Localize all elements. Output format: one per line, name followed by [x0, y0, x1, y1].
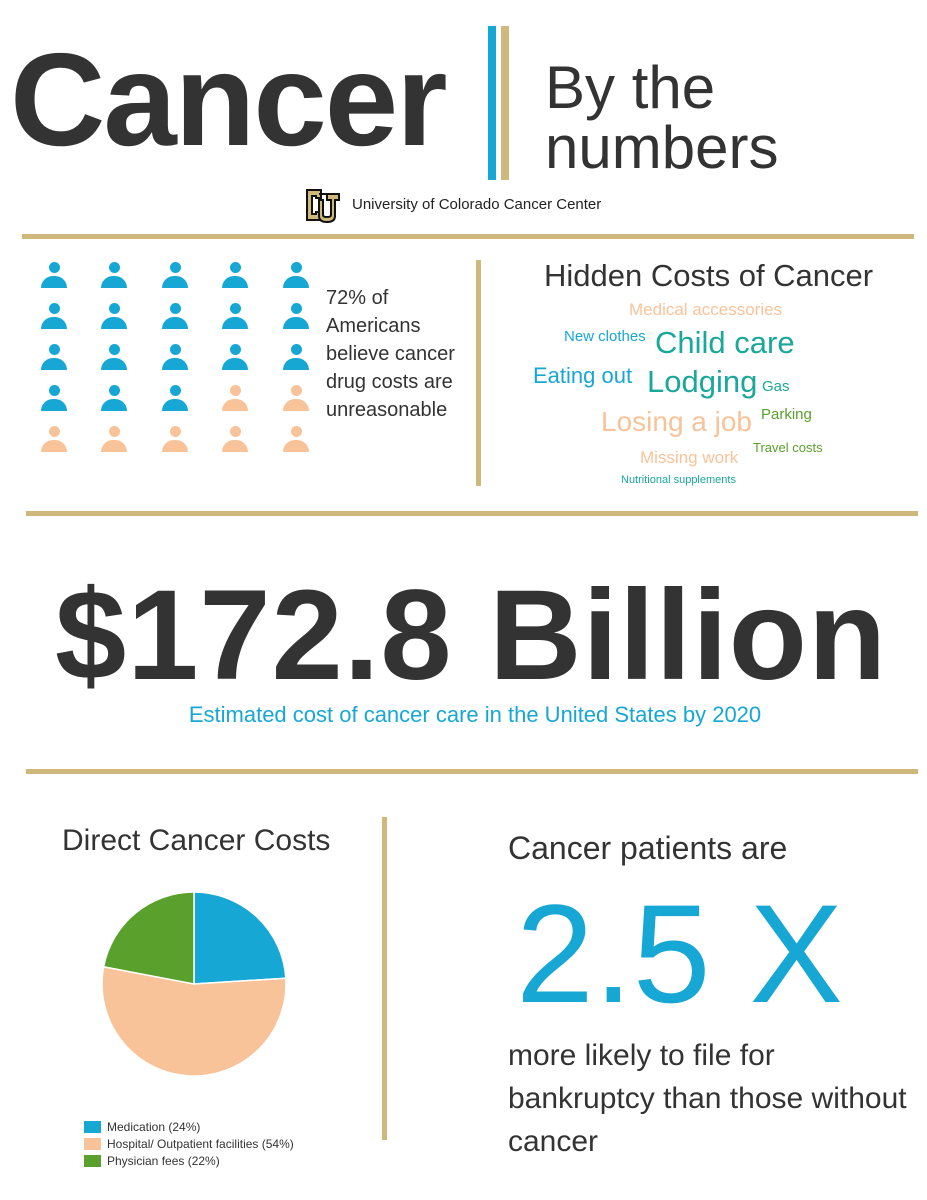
hidden-costs-title: Hidden Costs of Cancer — [544, 258, 874, 293]
total-cost-caption: Estimated cost of cancer care in the Uni… — [188, 702, 762, 727]
person-icon — [222, 262, 248, 292]
legend-swatch-physician — [84, 1155, 101, 1167]
subtitle-line-2: numbers — [545, 114, 779, 181]
person-icon — [162, 303, 188, 333]
legend-label-physician: Physician fees (22%) — [107, 1154, 220, 1168]
legend-item-hospital: Hospital/ Outpatient facilities (54%) — [84, 1137, 294, 1151]
person-icon — [222, 426, 248, 456]
bankruptcy-intro: Cancer patients are — [508, 830, 788, 866]
person-icon — [162, 385, 188, 415]
page-title: Cancer — [10, 26, 448, 173]
person-icon — [283, 344, 309, 374]
word-parking: Parking — [761, 406, 812, 423]
person-icon — [283, 262, 309, 292]
pie-slice-hospital — [102, 965, 286, 1076]
legend-item-physician: Physician fees (22%) — [84, 1154, 220, 1168]
total-cost-value: $172.8 Billion — [55, 564, 888, 707]
person-icon — [101, 262, 127, 292]
bankruptcy-multiplier: 2.5 X — [516, 875, 843, 1032]
person-icon — [222, 385, 248, 415]
word-nutritional-supplements: Nutritional supplements — [621, 474, 736, 486]
section-divider-2 — [26, 511, 918, 516]
title-divider-gold — [501, 26, 509, 180]
page-subtitle: By the numbers — [545, 58, 778, 178]
person-icon — [283, 426, 309, 456]
people-stat-text: 72% of Americans believe cancer drug cos… — [326, 287, 455, 421]
subtitle-line-1: By the — [545, 54, 716, 121]
person-icon — [101, 344, 127, 374]
person-icon — [283, 303, 309, 333]
word-eating-out: Eating out — [533, 363, 633, 388]
legend-swatch-hospital — [84, 1138, 101, 1150]
legend-label-hospital: Hospital/ Outpatient facilities (54%) — [107, 1137, 294, 1151]
title-divider-blue — [488, 26, 496, 180]
person-icon — [162, 426, 188, 456]
section-divider-vertical-2 — [382, 817, 387, 1140]
section-divider-3 — [26, 769, 918, 774]
person-icon — [222, 303, 248, 333]
legend-label-medication: Medication (24%) — [107, 1120, 201, 1134]
word-lodging: Lodging — [647, 364, 758, 399]
section-divider-vertical-1 — [476, 260, 481, 486]
person-icon — [41, 426, 67, 456]
legend-item-medication: Medication (24%) — [84, 1120, 200, 1134]
legend-swatch-medication — [84, 1121, 101, 1133]
word-new-clothes: New clothes — [564, 328, 646, 345]
word-travel-costs: Travel costs — [753, 440, 823, 455]
pie-slice-physician — [102, 892, 195, 985]
person-icon — [222, 344, 248, 374]
word-medical-accessories: Medical accessories — [629, 300, 783, 319]
word-gas: Gas — [762, 378, 790, 395]
person-icon — [283, 385, 309, 415]
word-child-care: Child care — [655, 325, 795, 360]
person-icon — [41, 303, 67, 333]
person-icon — [162, 344, 188, 374]
person-icon — [41, 385, 67, 415]
word-missing-work: Missing work — [640, 448, 739, 467]
person-icon — [101, 426, 127, 456]
direct-costs-title: Direct Cancer Costs — [62, 824, 331, 857]
pie-slice-medication — [193, 892, 286, 985]
direct-costs-pie-chart — [102, 892, 286, 1076]
section-divider-1 — [22, 234, 914, 239]
bankruptcy-text: more likely to file for bankruptcy than … — [508, 1039, 907, 1158]
person-icon — [101, 303, 127, 333]
person-icon — [162, 262, 188, 292]
person-icon — [41, 344, 67, 374]
person-icon — [41, 262, 67, 292]
person-icon — [101, 385, 127, 415]
word-losing-a-job: Losing a job — [601, 406, 753, 437]
cu-logo-icon — [306, 189, 340, 224]
organization-name: University of Colorado Cancer Center — [352, 196, 602, 213]
